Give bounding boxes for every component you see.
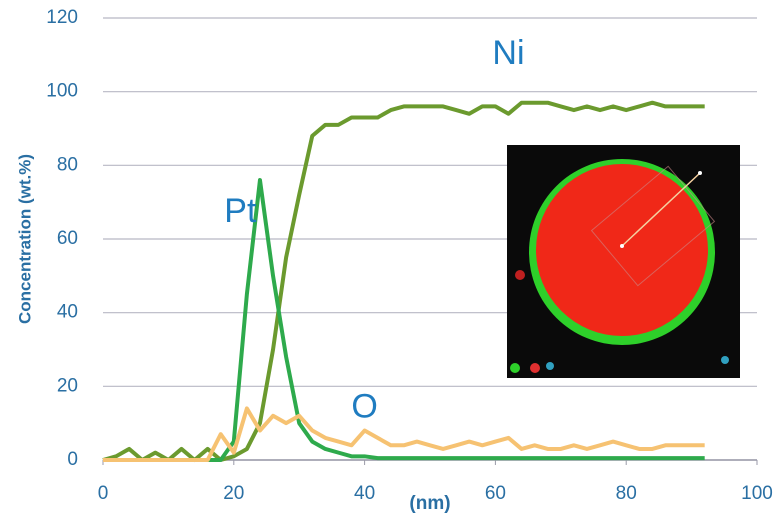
y-tick-label: 100 (46, 81, 78, 102)
y-tick-label: 120 (46, 7, 78, 28)
plot-area: 0 20 40 60 80 100 120 0 20 40 60 80 100 Ni Pt O (46, 7, 773, 504)
series-line (102, 100, 705, 462)
y-axis-title: Concentration (wt.%) (15, 154, 34, 324)
x-tick-label: 100 (741, 483, 773, 504)
y-tick-label: 20 (57, 375, 78, 396)
x-tick-label: 60 (485, 483, 506, 504)
series-label: Ni (492, 34, 524, 72)
x-tick-label: 80 (616, 483, 637, 504)
inset-image (507, 145, 740, 378)
series-label: O (351, 387, 377, 425)
series-label: Pt (224, 192, 257, 230)
y-tick-label: 80 (57, 154, 78, 175)
x-tick-label: 20 (223, 483, 244, 504)
x-tick-label: 40 (354, 483, 375, 504)
y-tick-label: 60 (57, 228, 78, 249)
series-line (103, 406, 705, 462)
y-tick-label: 0 (67, 449, 78, 470)
y-tick-label: 40 (57, 302, 78, 323)
x-tick-label: 0 (98, 483, 109, 504)
x-axis-title: (nm) (409, 493, 450, 514)
